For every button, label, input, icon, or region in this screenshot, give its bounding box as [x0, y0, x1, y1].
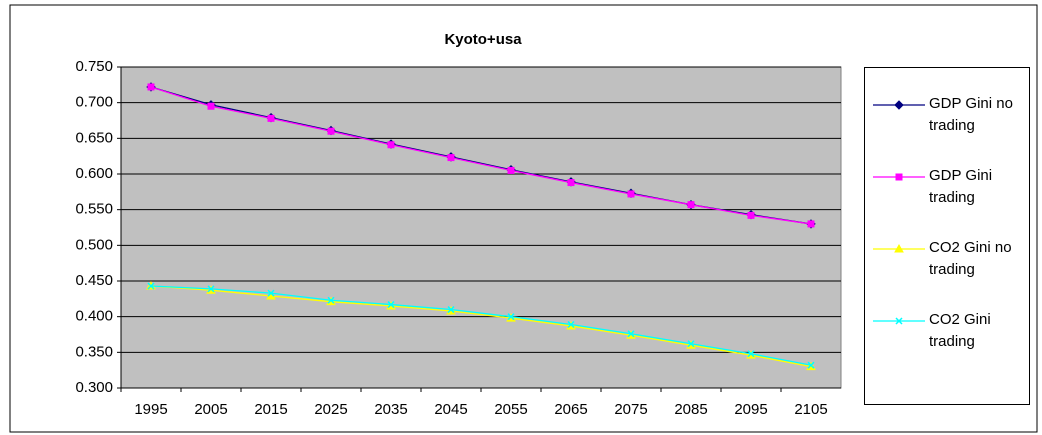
y-tick-label: 0.400 [75, 308, 113, 325]
marker [147, 83, 155, 91]
marker [207, 102, 215, 110]
x-tick-label: 2095 [734, 401, 767, 418]
marker [895, 173, 903, 181]
legend-label: GDP Gini no trading [929, 95, 1013, 134]
marker [894, 100, 904, 110]
legend-item: CO2 Gini no trading [865, 237, 1031, 287]
x-tick-label: 2065 [554, 401, 587, 418]
legend-item: CO2 Gini trading [865, 309, 1031, 359]
marker [895, 317, 903, 325]
marker [747, 350, 755, 358]
x-tick-label: 2005 [194, 401, 227, 418]
y-tick-label: 0.650 [75, 129, 113, 146]
x-tick-label: 2085 [674, 401, 707, 418]
x-tick-label: 2105 [794, 401, 827, 418]
series-line [150, 285, 812, 366]
legend-label: CO2 Gini trading [929, 311, 991, 350]
marker [387, 141, 395, 149]
marker [807, 361, 815, 369]
y-tick-label: 0.700 [75, 94, 113, 111]
marker [267, 114, 275, 122]
marker [447, 306, 455, 314]
x-tick-label: 1995 [134, 401, 167, 418]
legend: GDP Gini no trading GDP Gini trading CO2 G… [864, 67, 1030, 405]
marker [387, 301, 395, 309]
chart-title: Kyoto+usa [444, 31, 522, 48]
y-tick-label: 0.300 [75, 379, 113, 396]
legend-label: GDP Gini trading [929, 167, 993, 206]
marker [447, 154, 455, 162]
marker [327, 127, 335, 135]
marker [687, 340, 695, 348]
series-line [150, 285, 812, 368]
y-tick-label: 0.750 [75, 58, 113, 75]
y-tick-label: 0.450 [75, 272, 113, 289]
marker [627, 330, 635, 338]
marker [507, 166, 515, 174]
marker [687, 201, 695, 209]
y-tick-label: 0.350 [75, 343, 113, 360]
x-tick-label: 2035 [374, 401, 407, 418]
y-tick-label: 0.550 [75, 201, 113, 218]
x-tick-label: 2055 [494, 401, 527, 418]
legend-swatch [873, 173, 925, 181]
marker [147, 282, 155, 290]
x-tick-label: 2075 [614, 401, 647, 418]
legend-item: GDP Gini no trading [865, 93, 1031, 143]
marker [567, 320, 575, 329]
legend-swatch [873, 243, 925, 253]
legend-item: GDP Gini trading [865, 165, 1031, 215]
legend-swatch [873, 317, 925, 325]
y-tick-label: 0.500 [75, 236, 113, 253]
y-tick-label: 0.600 [75, 165, 113, 182]
marker [747, 211, 755, 219]
legend-label: CO2 Gini no trading [929, 239, 1012, 278]
marker [807, 220, 815, 228]
marker [267, 289, 275, 297]
x-tick-label: 2025 [314, 401, 347, 418]
marker [567, 179, 575, 187]
marker [327, 296, 335, 304]
marker [894, 243, 904, 253]
legend-swatch [873, 100, 925, 110]
x-tick-label: 2015 [254, 401, 287, 418]
series-line [150, 86, 812, 225]
marker [627, 190, 635, 198]
marker [207, 285, 215, 293]
plot-area [120, 66, 842, 389]
marker [507, 313, 515, 321]
x-tick-label: 2045 [434, 401, 467, 418]
